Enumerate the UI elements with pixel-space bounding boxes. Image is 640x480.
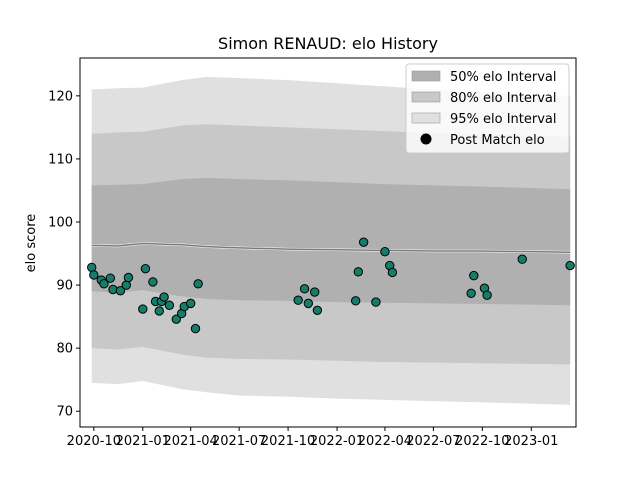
post-match-elo-point-9: [138, 304, 148, 314]
y-axis-label: elo score: [24, 214, 39, 273]
post-match-elo-point-22: [193, 279, 203, 289]
y-tick-label: 90: [56, 279, 73, 294]
median-line: [91, 242, 571, 254]
x-tick-label: 2022-10: [455, 434, 509, 449]
post-match-elo-point-30: [358, 237, 369, 247]
post-match-elo-point-38: [482, 290, 492, 300]
y-tick-label: 70: [56, 405, 73, 420]
y-tick-label: 110: [48, 152, 73, 167]
post-match-elo-point-23: [293, 295, 303, 305]
x-tick-label: 2021-04: [164, 434, 218, 449]
post-match-elo-point-34: [387, 267, 398, 278]
post-match-elo-point-4: [105, 273, 116, 283]
chart-title: Simon RENAUD: elo History: [218, 34, 438, 53]
post-match-elo-point-25: [303, 298, 314, 309]
x-tick-label: 2021-01: [116, 434, 170, 449]
post-match-elo-point-39: [517, 254, 527, 264]
x-tick-label: 2023-01: [504, 434, 558, 449]
post-match-elo-point-29: [353, 267, 364, 277]
post-match-elo-point-13: [154, 306, 164, 316]
post-match-elo-point-17: [171, 314, 182, 324]
legend-label-1: 80% elo Interval: [450, 91, 557, 106]
legend-box: [405, 63, 570, 154]
band-50-interval: [91, 177, 571, 306]
x-tick-label: 2022-07: [406, 434, 460, 449]
legend-label-2: 95% elo Interval: [450, 112, 557, 127]
legend-label-3: Post Match elo: [450, 133, 545, 148]
post-match-elo-point-20: [185, 298, 196, 309]
axes-frame: [79, 57, 577, 428]
legend-swatch-0: [411, 70, 441, 82]
x-tick-label: 2022-01: [310, 434, 364, 449]
post-match-elo-point-36: [469, 270, 479, 281]
post-match-elo-point-40: [565, 260, 575, 271]
x-tick-label: 2021-07: [212, 434, 266, 449]
axes: 7080901001101202020-102021-012021-042021…: [48, 57, 577, 449]
legend-label-0: 50% elo Interval: [450, 70, 557, 85]
x-tick-label: 2022-04: [358, 434, 412, 449]
legend-swatch-2: [411, 112, 441, 124]
legend-marker: [420, 133, 432, 145]
post-match-elo-point-32: [380, 246, 390, 257]
x-tick-label: 2021-10: [261, 434, 315, 449]
post-match-elo-point-21: [190, 323, 201, 334]
legend-swatch-1: [411, 91, 441, 103]
post-match-elo-point-24: [299, 284, 310, 294]
post-match-elo-point-10: [140, 263, 151, 274]
post-match-elo-point-6: [115, 286, 126, 296]
post-match-elo-point-1: [89, 270, 99, 280]
plot-area: [87, 76, 575, 405]
post-match-elo-point-35: [466, 288, 476, 298]
post-match-elo-point-27: [312, 305, 323, 316]
post-match-elo-point-26: [309, 287, 320, 297]
y-tick-label: 80: [56, 342, 73, 357]
y-tick-label: 100: [48, 216, 73, 231]
post-match-elo-point-8: [123, 272, 134, 283]
post-match-elo-point-28: [350, 296, 361, 306]
post-match-elo-point-16: [164, 300, 175, 310]
post-match-elo-point-15: [159, 292, 169, 302]
x-tick-label: 2020-10: [67, 434, 121, 449]
y-tick-label: 120: [48, 89, 73, 104]
legend: 50% elo Interval 80% elo Interval 95% elo …: [405, 63, 570, 154]
post-match-elo-point-3: [99, 279, 109, 289]
post-match-elo-point-11: [148, 277, 158, 287]
post-match-elo-point-31: [371, 297, 381, 307]
